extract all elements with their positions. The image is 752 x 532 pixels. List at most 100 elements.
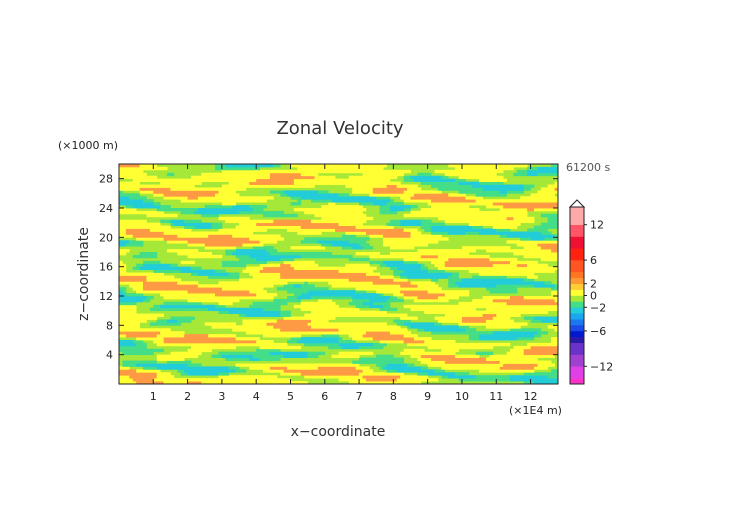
field-cell bbox=[317, 342, 322, 347]
field-cell bbox=[533, 260, 538, 265]
field-cell bbox=[365, 369, 370, 373]
field-cell bbox=[537, 307, 542, 312]
field-cell bbox=[527, 316, 531, 320]
field-cell bbox=[468, 357, 473, 361]
field-cell bbox=[293, 372, 298, 376]
field-cell bbox=[156, 340, 161, 344]
field-cell bbox=[239, 237, 243, 241]
field-cell bbox=[208, 348, 212, 353]
field-cell bbox=[547, 316, 552, 320]
field-cell bbox=[509, 313, 514, 317]
field-cell bbox=[516, 263, 521, 268]
field-cell bbox=[537, 310, 542, 314]
field-cell bbox=[485, 278, 490, 282]
field-cell bbox=[160, 363, 164, 367]
field-cell bbox=[324, 237, 329, 241]
field-cell bbox=[389, 354, 394, 358]
field-cell bbox=[242, 310, 247, 314]
field-cell bbox=[403, 275, 408, 279]
field-cell bbox=[499, 298, 504, 303]
field-cell bbox=[441, 310, 446, 314]
field-cell bbox=[300, 231, 305, 235]
field-cell bbox=[341, 290, 346, 294]
field-cell bbox=[386, 254, 391, 259]
field-cell bbox=[431, 272, 435, 276]
field-cell bbox=[136, 316, 140, 320]
field-cell bbox=[451, 366, 456, 370]
field-cell bbox=[386, 325, 391, 329]
field-cell bbox=[537, 252, 542, 256]
field-cell bbox=[396, 378, 401, 382]
field-cell bbox=[204, 322, 209, 326]
field-cell bbox=[269, 257, 274, 262]
field-cell bbox=[263, 313, 267, 317]
field-cell bbox=[362, 337, 367, 341]
field-cell bbox=[407, 237, 411, 241]
field-cell bbox=[235, 293, 240, 297]
field-cell bbox=[420, 225, 425, 229]
field-cell bbox=[225, 231, 230, 235]
field-cell bbox=[280, 269, 285, 273]
field-cell bbox=[355, 337, 360, 341]
field-cell bbox=[194, 243, 199, 247]
field-cell bbox=[208, 290, 212, 294]
field-cell bbox=[122, 263, 127, 268]
field-cell bbox=[204, 345, 209, 350]
field-cell bbox=[235, 375, 240, 379]
field-cell bbox=[149, 351, 154, 356]
field-cell bbox=[160, 263, 164, 268]
field-cell bbox=[376, 304, 381, 309]
field-cell bbox=[482, 231, 487, 235]
field-cell bbox=[359, 293, 363, 297]
field-cell bbox=[167, 301, 171, 306]
field-cell bbox=[331, 272, 336, 276]
field-cell bbox=[173, 269, 178, 273]
field-cell bbox=[448, 257, 453, 262]
field-cell bbox=[208, 322, 212, 326]
field-cell bbox=[376, 334, 381, 338]
field-cell bbox=[516, 357, 521, 361]
field-cell bbox=[523, 304, 528, 309]
field-cell bbox=[136, 372, 140, 376]
field-cell bbox=[331, 366, 336, 370]
field-cell bbox=[547, 375, 552, 379]
field-cell bbox=[355, 345, 360, 350]
field-cell bbox=[314, 222, 319, 226]
field-cell bbox=[389, 231, 394, 235]
field-cell bbox=[132, 313, 137, 317]
field-cell bbox=[527, 348, 531, 353]
field-cell bbox=[400, 284, 405, 288]
field-cell bbox=[407, 246, 411, 250]
field-cell bbox=[197, 372, 202, 376]
field-cell bbox=[533, 266, 538, 270]
field-cell bbox=[300, 372, 305, 376]
field-cell bbox=[324, 266, 329, 270]
field-cell bbox=[499, 366, 504, 370]
field-cell bbox=[530, 307, 535, 312]
field-cell bbox=[544, 234, 549, 238]
field-cell bbox=[149, 275, 154, 279]
field-cell bbox=[287, 340, 291, 344]
field-cell bbox=[129, 331, 134, 335]
field-cell bbox=[304, 307, 309, 312]
field-cell bbox=[554, 378, 559, 382]
field-cell bbox=[475, 231, 480, 235]
field-cell bbox=[530, 375, 535, 379]
field-cell bbox=[417, 269, 422, 273]
field-cell bbox=[372, 328, 377, 332]
field-cell bbox=[417, 284, 422, 288]
field-cell bbox=[335, 340, 339, 344]
field-cell bbox=[143, 281, 147, 285]
field-cell bbox=[461, 310, 466, 314]
field-cell bbox=[235, 249, 240, 253]
field-cell bbox=[383, 301, 387, 306]
field-cell bbox=[269, 345, 274, 350]
field-cell bbox=[143, 381, 147, 385]
field-cell bbox=[489, 334, 494, 338]
field-cell bbox=[431, 287, 435, 291]
field-cell bbox=[516, 234, 521, 238]
field-cell bbox=[263, 249, 267, 253]
field-cell bbox=[211, 304, 216, 309]
field-cell bbox=[119, 334, 123, 338]
